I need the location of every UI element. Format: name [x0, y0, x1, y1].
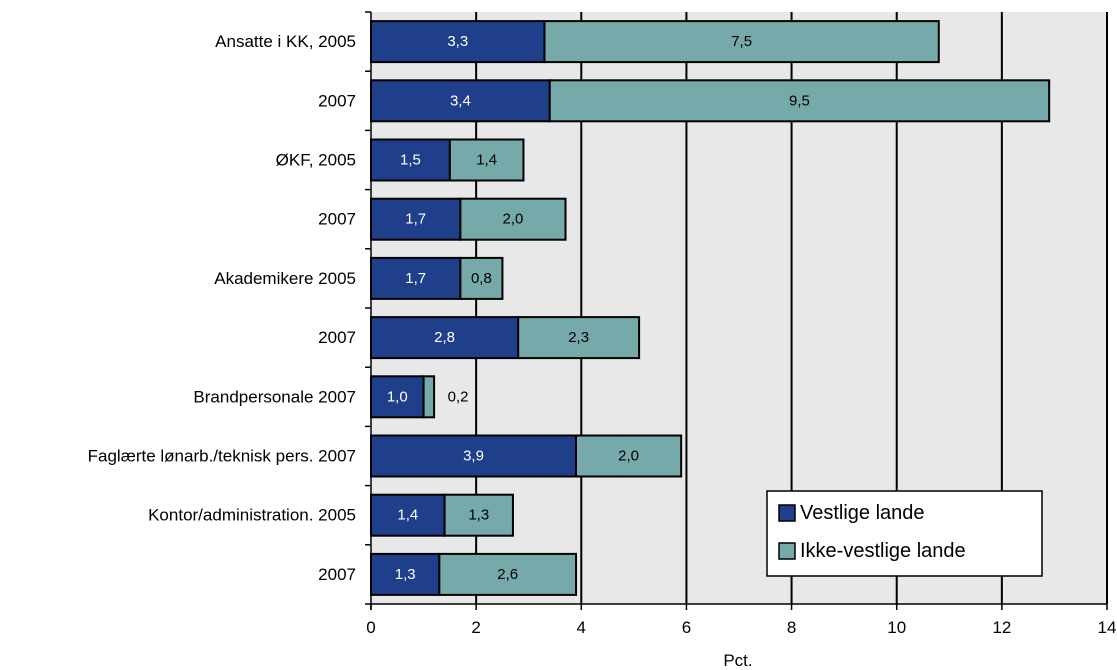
x-tick-label: 2	[471, 618, 480, 637]
x-tick-label: 0	[366, 618, 375, 637]
x-tick-label: 4	[577, 618, 586, 637]
category-label: Faglærte lønarb./teknisk pers. 2007	[88, 447, 356, 466]
bar-value-label: 9,5	[789, 92, 810, 109]
bar-value-label: 0,8	[471, 270, 492, 287]
category-label: 2007	[318, 91, 356, 110]
legend-label: Ikke-vestlige lande	[800, 540, 966, 562]
bar-vestlige	[370, 375, 425, 419]
bar-value-label: 1,3	[395, 566, 416, 583]
bar-value-label: 3,4	[450, 92, 471, 109]
category-labels: Ansatte i KK, 2005 2007 ØKF, 2005 2007 Akade…	[88, 32, 356, 584]
bar-ikke-vestlige	[438, 552, 578, 596]
bar-value-label: 2,3	[568, 329, 589, 346]
bar-ikke-vestlige	[422, 375, 436, 419]
category-label: ØKF, 2005	[276, 151, 356, 170]
category-label: Kontor/administration. 2005	[148, 506, 356, 525]
bar-value-label: 0,2	[448, 388, 469, 405]
bar-value-label: 1,7	[405, 211, 426, 228]
bar-value-label: 3,3	[447, 33, 468, 50]
x-tick-label: 6	[682, 618, 691, 637]
category-label: 2007	[318, 565, 356, 584]
bar-ikke-vestlige	[443, 493, 514, 537]
legend-swatch	[778, 542, 796, 560]
bar-value-label: 1,0	[387, 388, 408, 405]
x-axis-title: Pct.	[723, 651, 752, 670]
x-tick-label: 14	[1098, 618, 1117, 637]
category-label: 2007	[318, 328, 356, 347]
legend-swatch	[778, 504, 796, 522]
bar-vestlige	[370, 79, 551, 123]
bar-ikke-vestlige	[448, 138, 525, 182]
bar-value-label: 1,7	[405, 270, 426, 287]
bar-vestlige	[370, 316, 520, 360]
bar-ikke-vestlige	[459, 256, 504, 300]
bar-value-label: 3,9	[463, 448, 484, 465]
axes	[365, 11, 1108, 610]
bar-value-label: 1,3	[468, 507, 489, 524]
bar-value-label: 2,0	[618, 448, 639, 465]
bar-ikke-vestlige	[548, 79, 1051, 123]
category-label: Ansatte i KK, 2005	[215, 32, 356, 51]
bar-value-label: 1,4	[476, 152, 497, 169]
bar-vestlige	[370, 138, 451, 182]
bar-value-label: 2,8	[434, 329, 455, 346]
bar-ikke-vestlige	[459, 197, 567, 241]
bar-ikke-vestlige	[517, 316, 641, 360]
bar-value-label: 1,4	[397, 507, 418, 524]
category-label: Brandpersonale 2007	[193, 387, 356, 406]
bars: 3,3 7,5 3,4 9,5 1,5 1,4 1,7 2,0 1,7 0,8 2,8 2,3 1,0 0…	[370, 20, 1051, 596]
bar-value-label: 2,0	[503, 211, 524, 228]
x-tick-label: 8	[787, 618, 796, 637]
x-tick-label: 12	[992, 618, 1011, 637]
x-tick-label: 10	[887, 618, 906, 637]
bar-value-label: 1,5	[400, 152, 421, 169]
bar-ikke-vestlige	[575, 434, 683, 478]
bar-ikke-vestlige	[543, 20, 940, 64]
bar-value-label: 2,6	[497, 566, 518, 583]
category-label: 2007	[318, 210, 356, 229]
x-tick-labels: 0 2 4 6 8 10 12 14	[366, 618, 1116, 637]
legend-label: Vestlige lande	[800, 502, 925, 524]
category-label: Akademikere 2005	[214, 269, 356, 288]
legend-box	[766, 490, 1043, 577]
bar-value-label: 7,5	[731, 33, 752, 50]
legend: Vestlige lande Ikke-vestlige lande	[766, 490, 1043, 577]
